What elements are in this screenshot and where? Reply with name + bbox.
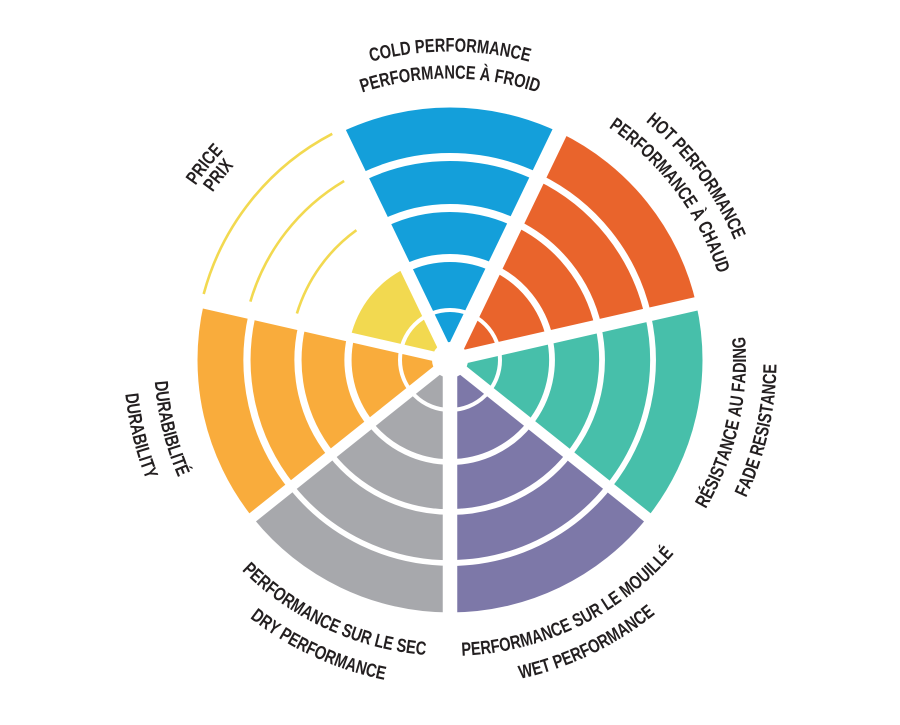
svg-text:S: S bbox=[395, 634, 408, 657]
svg-text:D: D bbox=[150, 380, 172, 392]
svg-text:R: R bbox=[466, 35, 478, 57]
svg-text:C: C bbox=[415, 637, 428, 659]
svg-text:F: F bbox=[388, 66, 401, 89]
svg-text:O: O bbox=[512, 69, 528, 92]
svg-text:R: R bbox=[377, 68, 392, 91]
svg-text:E: E bbox=[405, 636, 418, 658]
svg-text:U: U bbox=[122, 402, 145, 416]
svg-text:B: B bbox=[156, 419, 179, 434]
svg-text:A: A bbox=[154, 410, 177, 425]
svg-text:E: E bbox=[465, 62, 476, 84]
svg-text:F: F bbox=[489, 635, 501, 657]
svg-text:C: C bbox=[508, 41, 523, 64]
svg-text:R: R bbox=[479, 636, 492, 658]
svg-text:E: E bbox=[470, 638, 482, 660]
svg-text:R: R bbox=[434, 35, 445, 57]
svg-text:D: D bbox=[729, 362, 751, 373]
svg-text:C: C bbox=[455, 62, 466, 84]
svg-text:C: C bbox=[367, 43, 382, 66]
svg-text:R: R bbox=[124, 412, 147, 426]
svg-text:I: I bbox=[753, 421, 775, 429]
svg-text:O: O bbox=[454, 35, 466, 57]
svg-text:W: W bbox=[516, 659, 534, 683]
svg-text:A: A bbox=[126, 422, 149, 437]
svg-text:R: R bbox=[153, 400, 176, 414]
svg-text:I: I bbox=[159, 429, 181, 438]
svg-text:À: À bbox=[479, 63, 492, 85]
svg-text:N: N bbox=[498, 39, 512, 62]
svg-text:P: P bbox=[414, 36, 426, 58]
svg-text:N: N bbox=[729, 348, 751, 359]
svg-text:U: U bbox=[726, 394, 749, 407]
svg-text:L: L bbox=[389, 39, 401, 62]
svg-text:I: I bbox=[729, 359, 750, 363]
svg-text:F: F bbox=[728, 382, 750, 393]
svg-text:B: B bbox=[128, 432, 151, 447]
svg-text:C: C bbox=[759, 373, 781, 385]
svg-text:I: I bbox=[523, 72, 533, 94]
svg-text:D: D bbox=[121, 392, 143, 405]
svg-text:S: S bbox=[751, 424, 774, 438]
svg-text:M: M bbox=[420, 62, 434, 84]
svg-text:I: I bbox=[166, 451, 187, 462]
svg-text:A: A bbox=[488, 37, 501, 60]
svg-text:D: D bbox=[399, 37, 412, 60]
svg-text:O: O bbox=[378, 40, 394, 63]
svg-text:A: A bbox=[728, 372, 750, 384]
svg-text:F: F bbox=[446, 35, 455, 56]
svg-text:I: I bbox=[131, 441, 153, 451]
svg-text:N: N bbox=[758, 383, 780, 395]
svg-text:A: A bbox=[757, 393, 779, 406]
svg-text:S: S bbox=[754, 411, 777, 424]
svg-text:E: E bbox=[374, 661, 388, 684]
svg-text:O: O bbox=[397, 65, 412, 88]
svg-text:R: R bbox=[502, 67, 517, 90]
svg-text:A: A bbox=[724, 404, 747, 418]
svg-text:I: I bbox=[134, 453, 156, 463]
svg-text:E: E bbox=[759, 364, 781, 374]
svg-text:N: N bbox=[444, 62, 455, 83]
svg-text:F: F bbox=[493, 65, 505, 88]
svg-text:C: C bbox=[364, 659, 379, 682]
svg-text:M: M bbox=[476, 36, 490, 58]
svg-text:O: O bbox=[497, 633, 512, 656]
svg-text:T: T bbox=[755, 402, 777, 415]
svg-text:A: A bbox=[433, 62, 444, 84]
svg-text:R: R bbox=[508, 631, 523, 654]
svg-text:E: E bbox=[381, 632, 395, 655]
svg-text:U: U bbox=[151, 390, 173, 403]
svg-text:G: G bbox=[728, 336, 750, 349]
svg-text:E: E bbox=[424, 35, 435, 57]
svg-text:M: M bbox=[518, 628, 535, 652]
svg-text:E: E bbox=[721, 418, 744, 432]
svg-text:R: R bbox=[409, 63, 422, 85]
svg-text:P: P bbox=[461, 638, 472, 660]
